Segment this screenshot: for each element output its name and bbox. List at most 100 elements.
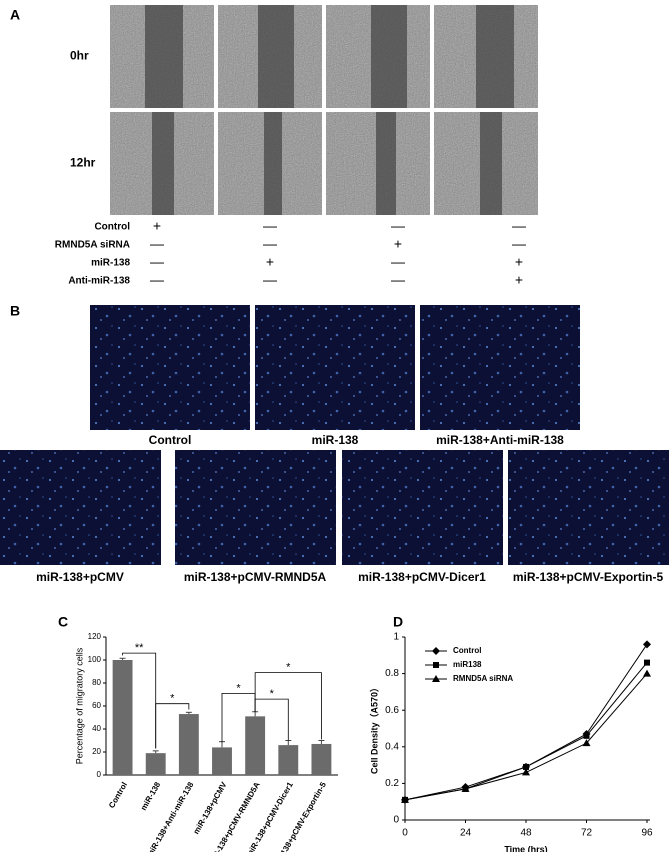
condition-mark: — bbox=[512, 218, 526, 234]
scratch-gap bbox=[258, 5, 294, 108]
y-tick-label: 60 bbox=[92, 701, 101, 710]
condition-mark: + bbox=[153, 218, 161, 234]
y-tick-label: 0 bbox=[97, 770, 102, 779]
x-tick-label: miR-138+pCMV bbox=[192, 780, 229, 836]
legend-label: Control bbox=[453, 646, 481, 655]
scratch-gap bbox=[371, 5, 407, 108]
condition-mark: — bbox=[263, 272, 277, 288]
fluorescence-nuclei bbox=[90, 305, 250, 430]
marker bbox=[522, 768, 530, 776]
scratch-gap bbox=[145, 5, 183, 108]
condition-mark: — bbox=[150, 272, 164, 288]
y-tick-label: 80 bbox=[92, 678, 101, 687]
image-label: miR-138+Anti-miR-138 bbox=[436, 433, 564, 447]
x-axis-label: Time (hrs) bbox=[504, 844, 547, 852]
x-tick-label: 96 bbox=[641, 828, 653, 839]
x-tick-label: Control bbox=[107, 781, 129, 810]
marker bbox=[644, 659, 650, 666]
marker bbox=[461, 784, 470, 792]
image-label: miR-138+pCMV-Dicer1 bbox=[358, 570, 486, 584]
y-tick-label: 0.4 bbox=[385, 741, 399, 752]
significance-bracket bbox=[122, 652, 157, 749]
condition-mark: + bbox=[515, 254, 523, 270]
row-label: 0hr bbox=[70, 49, 89, 63]
marker bbox=[583, 732, 590, 739]
bar bbox=[145, 753, 166, 775]
significance-label: * bbox=[236, 682, 241, 694]
image-label: miR-138 bbox=[312, 433, 359, 447]
marker bbox=[432, 675, 440, 682]
condition-mark: + bbox=[515, 272, 523, 288]
bar bbox=[178, 714, 199, 775]
fluorescence-nuclei bbox=[255, 305, 415, 430]
x-tick-label: 24 bbox=[460, 828, 472, 839]
condition-mark: — bbox=[391, 272, 405, 288]
condition-mark: — bbox=[391, 254, 405, 270]
condition-mark: — bbox=[263, 218, 277, 234]
y-axis-label: Percentage of migratory cells bbox=[74, 647, 84, 764]
scratch-gap bbox=[476, 5, 514, 108]
condition-label: Control bbox=[94, 222, 130, 233]
condition-label: RMND5A siRNA bbox=[55, 240, 130, 251]
series-line bbox=[404, 644, 648, 801]
scratch-gap bbox=[480, 112, 502, 215]
x-tick-label: 72 bbox=[581, 828, 593, 839]
marker bbox=[523, 763, 529, 770]
condition-label: miR-138 bbox=[91, 258, 130, 269]
significance-bracket bbox=[254, 672, 322, 740]
condition-mark: — bbox=[512, 236, 526, 252]
y-tick-label: 0.8 bbox=[385, 668, 399, 679]
significance-label: * bbox=[270, 688, 275, 700]
image-label: miR-138+pCMV-RMND5A bbox=[184, 570, 327, 584]
x-tick-label: miR-138 bbox=[139, 780, 163, 812]
significance-label: ** bbox=[135, 642, 144, 654]
marker bbox=[643, 669, 651, 677]
condition-mark: — bbox=[263, 236, 277, 252]
row-label: 12hr bbox=[70, 156, 96, 170]
bar bbox=[278, 745, 299, 775]
fluorescence-nuclei bbox=[0, 450, 161, 565]
condition-mark: — bbox=[391, 218, 405, 234]
fluorescence-nuclei bbox=[175, 450, 336, 565]
fluorescence-nuclei bbox=[420, 305, 580, 430]
condition-mark: + bbox=[266, 254, 274, 270]
marker bbox=[582, 739, 591, 747]
y-tick-label: 100 bbox=[88, 655, 102, 664]
marker bbox=[401, 795, 409, 803]
bar bbox=[212, 747, 232, 775]
y-axis-label: Cell Density（A570） bbox=[369, 683, 379, 774]
panel-label: D bbox=[393, 614, 403, 630]
y-tick-label: 120 bbox=[88, 632, 102, 641]
legend-label: RMND5A siRNA bbox=[453, 674, 513, 683]
bar bbox=[245, 716, 266, 775]
x-tick-label: miR-138+pCMV-Exportin-5 bbox=[270, 780, 328, 852]
marker bbox=[432, 647, 440, 655]
legend-label: miR138 bbox=[453, 660, 482, 669]
marker bbox=[433, 662, 439, 668]
x-tick-label: 0 bbox=[402, 828, 408, 839]
image-label: Control bbox=[149, 433, 192, 447]
x-tick-label: 48 bbox=[520, 828, 532, 839]
fluorescence-nuclei bbox=[342, 450, 503, 565]
scratch-gap bbox=[152, 112, 174, 215]
condition-mark: — bbox=[150, 254, 164, 270]
panel-label: A bbox=[10, 7, 20, 23]
y-tick-label: 1 bbox=[393, 632, 399, 643]
scratch-gap bbox=[376, 112, 396, 215]
condition-label: Anti-miR-138 bbox=[68, 276, 130, 287]
condition-mark: — bbox=[150, 236, 164, 252]
panel-label: C bbox=[58, 614, 68, 630]
marker bbox=[643, 640, 651, 649]
y-tick-label: 0.2 bbox=[385, 778, 399, 789]
significance-bracket bbox=[155, 703, 190, 749]
image-label: miR-138+pCMV-Exportin-5 bbox=[513, 570, 664, 584]
y-tick-label: 20 bbox=[92, 747, 101, 756]
fluorescence-nuclei bbox=[508, 450, 669, 565]
y-tick-label: 40 bbox=[92, 724, 101, 733]
bar bbox=[112, 660, 133, 775]
series-line bbox=[404, 673, 648, 801]
significance-bracket bbox=[254, 698, 289, 741]
panel-label: B bbox=[10, 303, 20, 319]
series-line bbox=[404, 662, 648, 801]
